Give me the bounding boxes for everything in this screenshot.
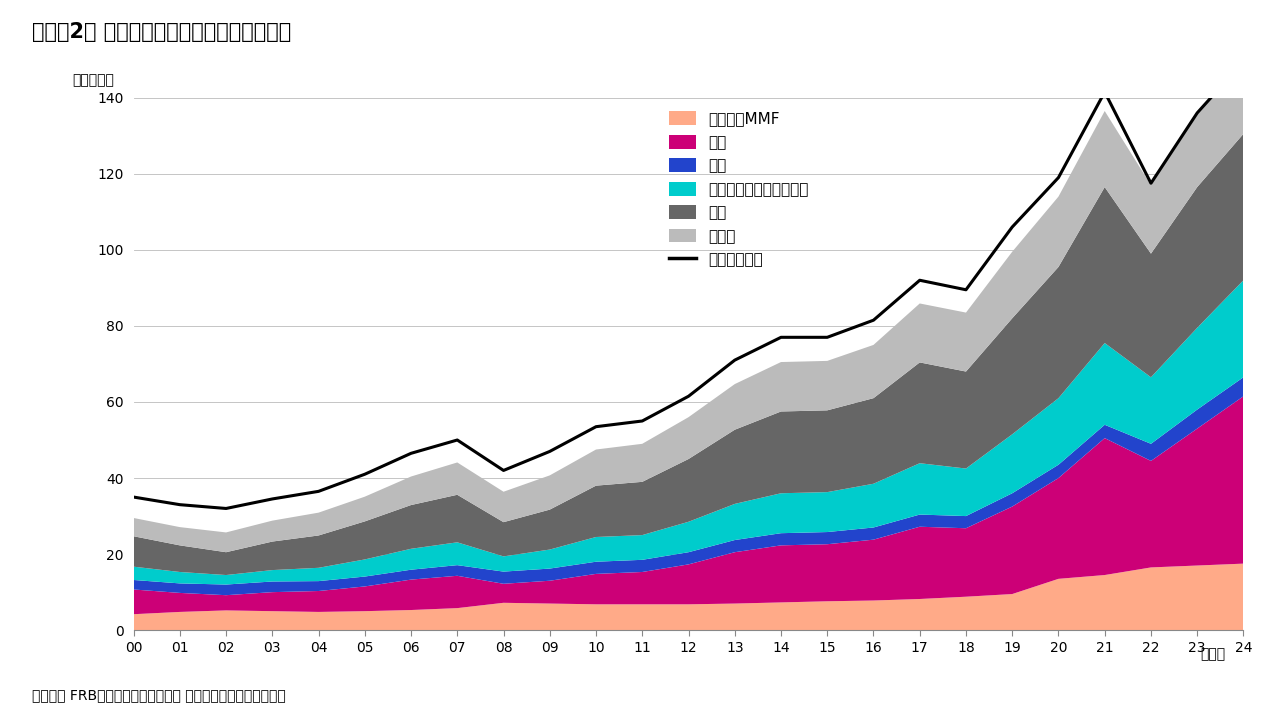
Text: （年）: （年） — [1201, 647, 1226, 661]
Legend: 現頲金＋MMF, 株式, 債券, ミューチュアルファンド, 年金, その他, 家計資産合計: 現頲金＋MMF, 株式, 債券, ミューチュアルファンド, 年金, その他, 家… — [663, 105, 815, 274]
Text: （兆ドル）: （兆ドル） — [73, 73, 114, 87]
Text: （図表2） 米国：家計の金融資産残高の推移: （図表2） 米国：家計の金融資産残高の推移 — [32, 22, 292, 42]
Text: （出所） FRB（米連邦準備理事会） 資料よりインベスコが作成: （出所） FRB（米連邦準備理事会） 資料よりインベスコが作成 — [32, 688, 285, 702]
